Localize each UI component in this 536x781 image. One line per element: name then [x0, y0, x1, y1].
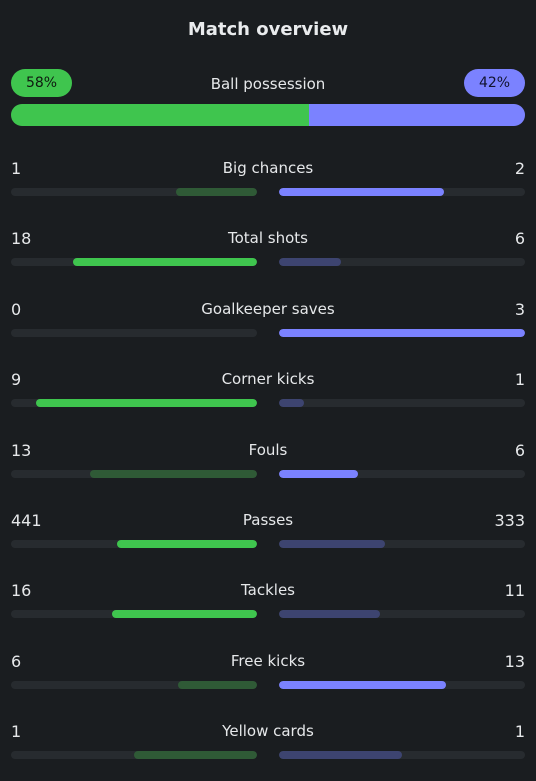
home-stat-value: 13 [11, 441, 32, 460]
home-stat-track [11, 470, 257, 478]
home-stat-bar [178, 681, 257, 689]
away-stat-track [279, 681, 525, 689]
home-stat-track [11, 188, 257, 196]
away-stat-track [279, 470, 525, 478]
home-possession-badge: 58% [11, 69, 72, 97]
home-stat-bar [35, 399, 257, 407]
possession-bar-home [11, 104, 310, 126]
home-stat-bar [111, 610, 257, 618]
away-stat-value: 1 [514, 722, 525, 741]
home-stat-track [11, 681, 257, 689]
home-stat-bar [134, 751, 257, 759]
away-stat-bar [279, 610, 380, 618]
home-stat-track [11, 399, 257, 407]
away-stat-bar [279, 258, 341, 266]
home-stat-bar [72, 258, 257, 266]
home-stat-track [11, 329, 257, 337]
away-possession-badge: 42% [464, 69, 525, 97]
home-stat-value: 16 [11, 581, 32, 600]
away-stat-bar [279, 470, 358, 478]
home-stat-bar [89, 470, 257, 478]
stat-label: Tackles [240, 581, 296, 599]
stat-row: 18 Total shots 6 [0, 229, 536, 279]
away-stat-track [279, 258, 525, 266]
home-stat-value: 9 [11, 370, 22, 389]
away-stat-value: 333 [494, 511, 525, 530]
away-stat-track [279, 751, 525, 759]
away-stat-track [279, 610, 525, 618]
stat-label: Yellow cards [222, 722, 314, 740]
away-stat-value: 1 [514, 370, 525, 389]
possession-label: Ball possession [210, 75, 326, 93]
home-stat-value: 18 [11, 229, 32, 248]
away-stat-track [279, 399, 525, 407]
away-stat-value: 11 [504, 581, 525, 600]
away-stat-value: 6 [514, 229, 525, 248]
stat-label: Goalkeeper saves [201, 300, 335, 318]
home-stat-value: 1 [11, 722, 22, 741]
stat-row: 0 Goalkeeper saves 3 [0, 300, 536, 350]
away-stat-track [279, 329, 525, 337]
away-stat-bar [279, 751, 402, 759]
home-stat-track [11, 258, 257, 266]
home-stat-bar [175, 188, 257, 196]
stat-row: 1 Yellow cards 1 [0, 722, 536, 772]
away-stat-value: 13 [504, 652, 525, 671]
home-stat-value: 0 [11, 300, 22, 319]
home-stat-bar [116, 540, 257, 548]
away-stat-track [279, 540, 525, 548]
stat-label: Fouls [248, 441, 288, 459]
away-stat-bar [279, 188, 444, 196]
stat-label: Passes [242, 511, 294, 529]
away-stat-bar [279, 329, 525, 337]
stat-label: Total shots [228, 229, 308, 247]
away-stat-bar [279, 399, 304, 407]
away-stat-value: 2 [514, 159, 525, 178]
possession-bar [11, 104, 525, 126]
stat-row: 1 Big chances 2 [0, 159, 536, 209]
stat-row: 441 Passes 333 [0, 511, 536, 561]
stat-row: 9 Corner kicks 1 [0, 370, 536, 420]
home-stat-value: 6 [11, 652, 22, 671]
away-stat-bar [279, 681, 447, 689]
stat-label: Big chances [222, 159, 314, 177]
home-stat-track [11, 610, 257, 618]
stat-row: 6 Free kicks 13 [0, 652, 536, 702]
possession-bar-away [309, 104, 525, 126]
away-stat-track [279, 188, 525, 196]
stat-label: Free kicks [230, 652, 306, 670]
home-stat-track [11, 540, 257, 548]
away-stat-bar [279, 540, 385, 548]
away-stat-value: 6 [514, 441, 525, 460]
stat-row: 13 Fouls 6 [0, 441, 536, 491]
stat-row: 16 Tackles 11 [0, 581, 536, 631]
away-stat-value: 3 [514, 300, 525, 319]
panel-title: Match overview [187, 19, 349, 40]
home-stat-value: 441 [11, 511, 42, 530]
home-stat-value: 1 [11, 159, 22, 178]
stat-label: Corner kicks [221, 370, 315, 388]
home-stat-track [11, 751, 257, 759]
